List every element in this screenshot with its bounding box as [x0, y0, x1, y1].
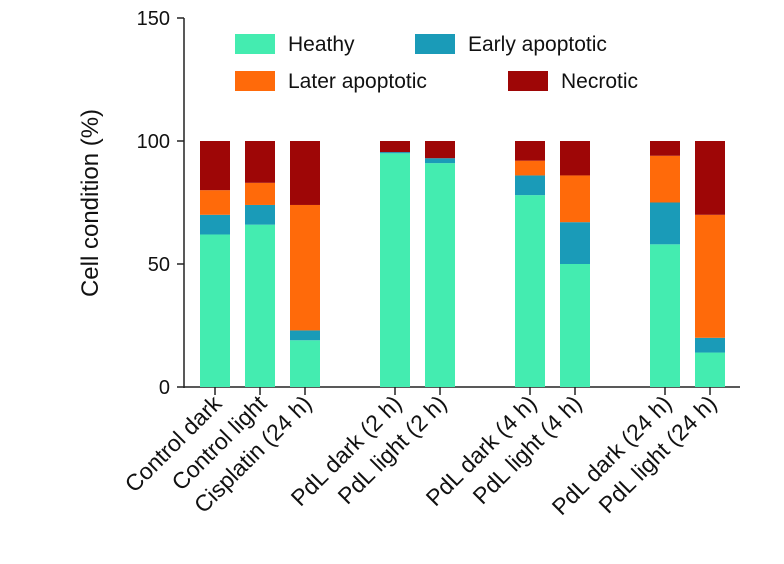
y-tick-label: 150 — [137, 8, 170, 30]
bar-segment-early-apoptotic — [245, 204, 275, 225]
bar-segment-necrotic — [200, 141, 230, 191]
axes: Cell condition (%) — [77, 18, 740, 388]
y-axis-label: Cell condition (%) — [77, 109, 104, 297]
bar-segment-later-apoptotic — [245, 182, 275, 205]
bar-segment-later-apoptotic — [560, 175, 590, 223]
bar-segment-later-apoptotic — [200, 190, 230, 215]
bar-segment-early-apoptotic — [425, 158, 455, 164]
bar-segment-later-apoptotic — [650, 155, 680, 203]
bar-segment-heathy — [560, 264, 590, 387]
bar-segment-early-apoptotic — [515, 175, 545, 196]
bar-segment-necrotic — [560, 141, 590, 176]
y-tick-label: 100 — [137, 131, 170, 153]
legend-label: Early apoptotic — [468, 33, 607, 56]
bar-segment-necrotic — [650, 141, 680, 156]
y-tick-label: 50 — [148, 254, 170, 276]
y-tick-label: 0 — [159, 377, 170, 399]
bar-segment-early-apoptotic — [200, 214, 230, 235]
bars — [200, 141, 725, 387]
bar-segment-heathy — [515, 195, 545, 387]
legend: Heathy Early apoptotic Later apoptotic Necr… — [235, 33, 638, 93]
legend-swatch — [235, 34, 275, 54]
legend-label: Later apoptotic — [288, 70, 427, 93]
bar-segment-later-apoptotic — [695, 214, 725, 338]
bar-segment-heathy — [425, 163, 455, 387]
legend-swatch — [508, 71, 548, 91]
bar-segment-early-apoptotic — [695, 337, 725, 353]
bar-segment-heathy — [200, 234, 230, 387]
bar-segment-necrotic — [695, 141, 725, 215]
bar-segment-necrotic — [515, 141, 545, 161]
legend-swatch — [235, 71, 275, 91]
bar-segment-necrotic — [425, 141, 455, 159]
bar-segment-necrotic — [380, 141, 410, 153]
legend-label: Heathy — [288, 33, 355, 56]
legend-swatch — [415, 34, 455, 54]
bar-segment-necrotic — [245, 141, 275, 183]
bar-segment-early-apoptotic — [650, 202, 680, 245]
bar-segment-heathy — [695, 352, 725, 387]
bar-segment-early-apoptotic — [290, 330, 320, 341]
legend-label: Necrotic — [561, 70, 638, 93]
bar-segment-heathy — [290, 340, 320, 387]
bar-segment-heathy — [650, 244, 680, 387]
bar-segment-necrotic — [290, 141, 320, 205]
bar-segment-later-apoptotic — [515, 160, 545, 176]
bar-segment-heathy — [380, 153, 410, 387]
y-ticks: 0 50 100 150 — [137, 8, 184, 399]
bar-segment-early-apoptotic — [380, 152, 410, 154]
bar-segment-heathy — [245, 224, 275, 387]
bar-segment-early-apoptotic — [560, 222, 590, 264]
bar-segment-later-apoptotic — [290, 204, 320, 331]
